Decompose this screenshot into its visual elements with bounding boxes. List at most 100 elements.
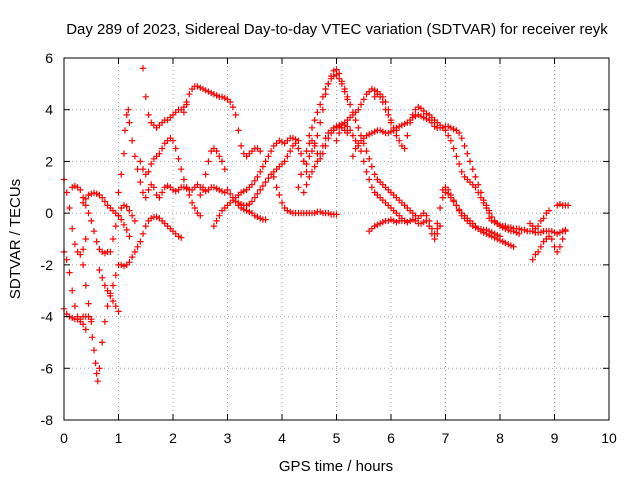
data-point	[322, 85, 329, 93]
data-point	[227, 98, 234, 106]
data-point	[131, 153, 139, 160]
data-point	[556, 243, 564, 250]
data-point	[502, 222, 509, 230]
data-point	[303, 181, 310, 188]
data-point	[366, 155, 373, 162]
data-point	[88, 318, 95, 325]
data-point	[278, 199, 286, 206]
data-point	[142, 222, 149, 230]
data-point	[483, 204, 490, 212]
data-point	[251, 177, 258, 184]
data-point	[156, 150, 163, 157]
data-point	[139, 230, 147, 237]
data-point	[218, 188, 226, 195]
x-tick-label: 0	[60, 430, 68, 446]
data-point	[415, 111, 422, 119]
data-point	[472, 184, 479, 191]
data-point	[319, 93, 327, 100]
data-point	[341, 88, 348, 95]
data-point	[450, 197, 457, 204]
data-point	[107, 248, 114, 256]
data-point	[311, 163, 318, 170]
data-point	[208, 89, 215, 97]
data-point	[423, 217, 430, 225]
data-point	[137, 178, 144, 186]
data-point	[406, 217, 414, 225]
data-point	[355, 106, 362, 113]
data-point	[556, 229, 564, 236]
data-point	[104, 303, 111, 310]
data-point	[79, 199, 87, 206]
y-tick-label: 6	[45, 50, 53, 66]
data-point	[559, 235, 566, 243]
data-point	[453, 202, 460, 209]
data-point	[202, 171, 209, 178]
data-point	[66, 269, 73, 276]
data-point	[251, 212, 258, 219]
data-point	[551, 243, 558, 250]
data-point	[188, 199, 196, 206]
data-point	[257, 147, 264, 155]
data-point	[455, 160, 463, 168]
data-point	[126, 207, 133, 214]
data-point	[308, 147, 316, 155]
data-point	[125, 106, 132, 113]
data-point	[355, 142, 362, 150]
y-tick-label: 0	[45, 205, 53, 221]
x-tick-label: 4	[278, 430, 286, 446]
data-point	[145, 111, 152, 119]
data-point	[199, 184, 207, 191]
data-point	[276, 191, 283, 199]
data-point	[71, 241, 79, 248]
data-point	[385, 111, 392, 119]
data-point	[213, 147, 220, 155]
data-point	[85, 209, 92, 217]
data-point	[194, 83, 201, 90]
data-point	[548, 235, 555, 243]
data-point	[235, 127, 242, 134]
data-point	[248, 198, 256, 205]
data-point	[139, 166, 147, 173]
data-point	[447, 137, 455, 144]
data-point	[510, 243, 517, 250]
data-point	[379, 128, 386, 135]
data-point	[368, 163, 376, 170]
data-point	[267, 147, 275, 155]
data-point	[118, 171, 125, 178]
data-point	[564, 202, 572, 209]
data-point	[393, 219, 400, 226]
data-point	[396, 137, 403, 144]
data-point	[336, 129, 343, 137]
data-point	[221, 166, 228, 173]
data-point	[303, 160, 310, 168]
data-point	[150, 184, 158, 191]
data-point	[317, 101, 324, 108]
data-point	[254, 173, 261, 181]
data-point	[262, 216, 269, 223]
data-point	[123, 203, 130, 210]
data-point	[180, 109, 188, 116]
data-point	[82, 195, 89, 203]
data-point	[156, 194, 163, 201]
data-point	[89, 334, 96, 341]
data-point	[175, 155, 182, 162]
data-point	[295, 184, 302, 191]
data-point	[115, 212, 122, 219]
data-point	[218, 93, 226, 100]
data-point	[562, 228, 569, 235]
data-point	[90, 228, 98, 235]
data-point	[336, 75, 343, 82]
x-tick-label: 6	[387, 430, 395, 446]
data-point	[314, 158, 321, 165]
data-point	[210, 222, 218, 230]
axis-ticks	[63, 57, 610, 421]
data-point	[333, 71, 340, 78]
data-point	[145, 186, 152, 194]
series-track-05	[79, 261, 119, 385]
data-point	[434, 220, 441, 227]
y-tick-label: -8	[41, 412, 54, 428]
data-point	[101, 318, 109, 325]
x-tick-label: 8	[496, 430, 504, 446]
data-point	[349, 132, 357, 139]
data-point	[259, 182, 267, 190]
